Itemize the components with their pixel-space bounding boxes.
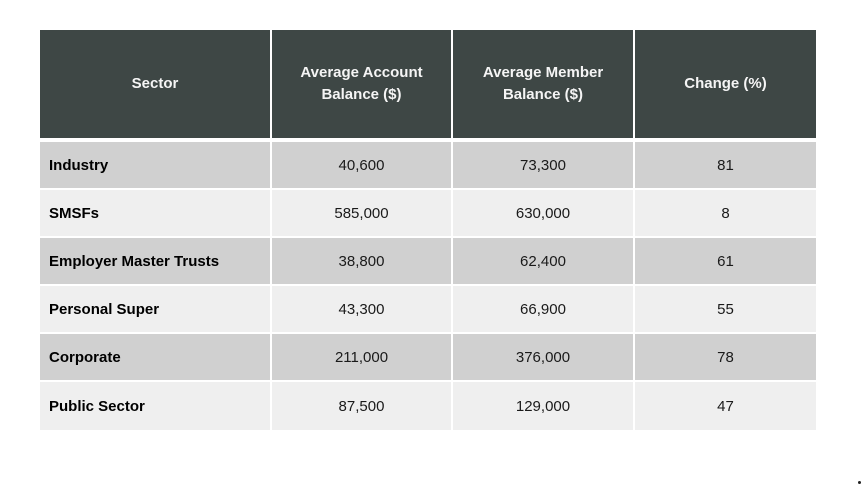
sector-cell: Industry [40,142,272,190]
table-row: SMSFs 585,000 630,000 8 [40,190,816,238]
sector-cell: Public Sector [40,382,272,430]
avg-account-balance-cell: 585,000 [272,190,453,238]
avg-account-balance-cell: 211,000 [272,334,453,382]
avg-member-balance-cell: 66,900 [453,286,635,334]
sector-cell: Employer Master Trusts [40,238,272,286]
change-pct-cell: 8 [635,190,816,238]
avg-member-balance-cell: 630,000 [453,190,635,238]
avg-member-balance-cell: 129,000 [453,382,635,430]
column-header-sector: Sector [40,30,272,142]
stray-dot [858,481,861,484]
balance-table-container: Sector Average Account Balance ($) Avera… [40,30,816,430]
avg-account-balance-cell: 38,800 [272,238,453,286]
column-header-avg-member-balance: Average Member Balance ($) [453,30,635,142]
table-row: Employer Master Trusts 38,800 62,400 61 [40,238,816,286]
table-row: Public Sector 87,500 129,000 47 [40,382,816,430]
avg-member-balance-cell: 73,300 [453,142,635,190]
change-pct-cell: 47 [635,382,816,430]
table-row: Industry 40,600 73,300 81 [40,142,816,190]
avg-account-balance-cell: 40,600 [272,142,453,190]
sector-cell: Corporate [40,334,272,382]
change-pct-cell: 61 [635,238,816,286]
column-header-avg-account-balance: Average Account Balance ($) [272,30,453,142]
avg-account-balance-cell: 87,500 [272,382,453,430]
sector-balance-table: Sector Average Account Balance ($) Avera… [40,30,816,430]
change-pct-cell: 81 [635,142,816,190]
table-row: Corporate 211,000 376,000 78 [40,334,816,382]
table-row: Personal Super 43,300 66,900 55 [40,286,816,334]
column-header-change-pct: Change (%) [635,30,816,142]
header-row: Sector Average Account Balance ($) Avera… [40,30,816,142]
avg-member-balance-cell: 62,400 [453,238,635,286]
sector-cell: SMSFs [40,190,272,238]
avg-account-balance-cell: 43,300 [272,286,453,334]
change-pct-cell: 55 [635,286,816,334]
sector-cell: Personal Super [40,286,272,334]
avg-member-balance-cell: 376,000 [453,334,635,382]
change-pct-cell: 78 [635,334,816,382]
